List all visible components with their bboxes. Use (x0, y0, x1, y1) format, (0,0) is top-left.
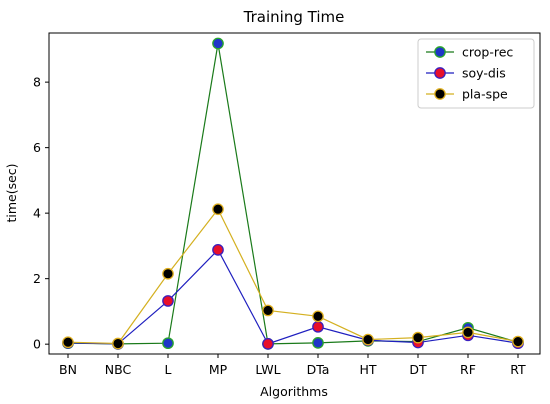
legend-marker-crop-rec (434, 46, 446, 58)
x-tick-label-nbc: NBC (105, 362, 132, 377)
legend-box (417, 38, 535, 109)
y-tick-label-6: 6 (33, 140, 41, 155)
point-pla-spe-l (162, 267, 174, 280)
legend-label-crop-rec: crop-rec (462, 45, 513, 60)
x-tick-label-rf: RF (460, 362, 476, 377)
y-tick-label-4: 4 (33, 206, 41, 221)
legend-marker-pla-spe (434, 88, 446, 100)
point-pla-spe-rf (462, 326, 474, 339)
point-pla-spe-dta (312, 310, 324, 323)
point-pla-spe-ht (362, 333, 374, 346)
legend: crop-rec soy-dis pla-spe (417, 38, 535, 109)
x-tick-label-bn: BN (59, 362, 77, 377)
y-axis: 0 2 4 6 8 (33, 75, 49, 352)
x-tick-label-rt: RT (510, 362, 526, 377)
y-tick-label-8: 8 (33, 75, 41, 90)
plot-area (62, 37, 524, 350)
x-tick-label-ht: HT (359, 362, 376, 377)
plot-frame (48, 32, 541, 355)
legend-marker-soy-dis (434, 67, 446, 79)
legend-label-soy-dis: soy-dis (462, 66, 506, 81)
x-tick-label-dta: DTa (307, 362, 330, 377)
y-axis-label: time(sec) (4, 163, 19, 222)
x-axis-label: Algorithms (260, 384, 328, 399)
x-tick-label-mp: MP (209, 362, 228, 377)
point-soy-dis-l (162, 295, 174, 307)
legend-label-pla-spe: pla-spe (462, 87, 508, 102)
y-tick-label-2: 2 (33, 271, 41, 286)
point-crop-rec-dta (312, 337, 324, 349)
point-soy-dis-dta (312, 320, 324, 333)
x-axis: BN NBC L MP LWL DTa HT DT RF RT (59, 354, 526, 377)
x-tick-label-dt: DT (409, 362, 427, 377)
point-soy-dis-lwl (262, 337, 274, 350)
point-soy-dis-mp (212, 243, 224, 256)
point-pla-spe-dt (412, 331, 424, 344)
series-line-soy-dis (67, 248, 519, 345)
point-pla-spe-bn (62, 336, 74, 349)
point-pla-spe-rt (512, 335, 524, 348)
series-line-pla-spe (67, 208, 519, 345)
point-pla-spe-mp (212, 203, 224, 216)
point-pla-spe-lwl (262, 304, 274, 317)
x-tick-label-lwl: LWL (255, 362, 280, 377)
point-crop-rec-l (162, 337, 174, 350)
chart-title: Training Time (243, 8, 345, 26)
point-pla-spe-nbc (112, 337, 124, 350)
x-tick-label-l: L (165, 362, 172, 377)
point-crop-rec-mp (212, 37, 224, 50)
y-tick-label-0: 0 (33, 337, 41, 352)
